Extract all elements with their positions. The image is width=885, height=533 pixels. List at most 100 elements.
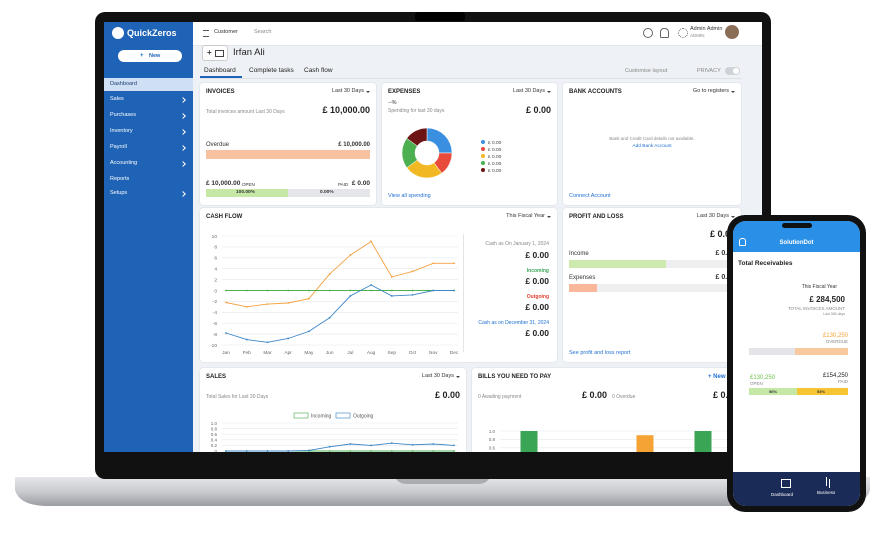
- menu-icon[interactable]: [203, 30, 209, 37]
- period-select[interactable]: This Fiscal Year: [506, 213, 551, 220]
- settings-icon[interactable]: [678, 28, 688, 38]
- point: [390, 289, 393, 292]
- menu-item[interactable]: Reports: [104, 173, 193, 186]
- legend-label: £ 0.00: [488, 161, 502, 167]
- period-select[interactable]: Last 30 Days: [513, 88, 552, 95]
- period-select[interactable]: Last 30 Days: [332, 88, 371, 95]
- period-select[interactable]: This Fiscal Year: [801, 284, 837, 290]
- tab[interactable]: Cash flow: [304, 67, 333, 74]
- overdue-label: 0 Overdue: [612, 394, 636, 400]
- menu-item[interactable]: Payroll: [104, 141, 193, 154]
- menu-item[interactable]: Setups: [104, 187, 193, 200]
- point: [328, 445, 331, 448]
- menu-item[interactable]: Dashboard: [104, 78, 193, 91]
- tab[interactable]: Dashboard: [204, 67, 236, 74]
- y-tick-label: 0: [214, 288, 217, 294]
- dashboard-icon[interactable]: [781, 479, 791, 488]
- bell-icon[interactable]: [739, 238, 746, 246]
- awaiting-amount: £ 0.00: [582, 390, 608, 400]
- point: [328, 289, 331, 292]
- end-amount: £ 0.00: [525, 328, 549, 338]
- incoming-amount: £ 0.00: [525, 276, 549, 286]
- legend-dot: [481, 161, 485, 165]
- point: [308, 297, 310, 300]
- point: [411, 270, 414, 273]
- legend-label: £ 0.00: [488, 140, 502, 146]
- menu-item[interactable]: Purchases: [104, 109, 193, 122]
- topbar: Customer Search Admin Admin ADMIN: [193, 22, 762, 46]
- link[interactable]: See profit and loss report: [569, 350, 631, 356]
- camera-notch: [415, 12, 465, 21]
- add-photo-button[interactable]: +: [202, 45, 228, 61]
- decoration: +: [207, 48, 212, 57]
- paid-amount: £ 0.00: [351, 180, 370, 187]
- customise-layout[interactable]: Customise layout: [625, 68, 668, 74]
- add-bank[interactable]: Add Bank Account: [632, 144, 672, 149]
- phone: SolutionDot Total Receivables This Fisca…: [727, 215, 866, 512]
- cash-flow-chart: 10 8 6 4 2 0 -2 -4 -6 -8 -10 Jan Feb Mar Apr May Jun Jul A…: [210, 234, 459, 356]
- search-scope[interactable]: Customer: [214, 29, 238, 35]
- avatar[interactable]: [725, 25, 739, 39]
- y-tick-label: -8: [213, 332, 218, 338]
- open-amount: £ 10,000.00: [206, 180, 241, 187]
- point: [453, 262, 455, 265]
- phone-nav: Dashboard Business: [733, 472, 860, 506]
- search-input[interactable]: Search: [254, 29, 272, 35]
- expenses-donut: £ 0.00£ 0.00£ 0.00£ 0.00£ 0.00: [401, 127, 502, 179]
- y-tick-label: 1.0: [211, 421, 218, 426]
- logo-icon: [112, 27, 124, 39]
- y-tick-label: 10: [212, 234, 218, 240]
- card-title: BANK ACCOUNTS: [569, 89, 622, 95]
- point: [225, 301, 227, 304]
- menu-label: Dashboard: [110, 81, 137, 87]
- nav-item[interactable]: Business: [817, 490, 836, 495]
- chevron: [180, 113, 186, 119]
- registers-select[interactable]: Go to registers: [693, 88, 736, 95]
- tab-underline: [200, 76, 242, 78]
- sidebar: QuickZeros + New Dashboard Sales Purchases…: [104, 22, 193, 452]
- open-pct: 56%: [769, 389, 778, 394]
- nav-item[interactable]: Dashboard: [771, 492, 794, 497]
- y-tick-label: -6: [213, 321, 218, 327]
- point: [453, 450, 455, 452]
- point: [328, 450, 331, 452]
- new-button[interactable]: + New: [118, 50, 182, 62]
- line: [226, 442, 455, 452]
- help-icon[interactable]: [643, 28, 653, 38]
- link[interactable]: View all spending: [388, 193, 431, 199]
- y-tick-label: 1.0: [489, 429, 496, 434]
- bar: [520, 431, 538, 452]
- period-select[interactable]: Last 30 Days: [422, 373, 461, 380]
- x-tick-label: Apr: [284, 350, 292, 356]
- bell-icon[interactable]: [660, 28, 669, 38]
- menu-item[interactable]: Accounting: [104, 157, 193, 170]
- x-tick-label: Jul: [347, 350, 353, 356]
- menu-item[interactable]: Inventory: [104, 125, 193, 138]
- open-pct: 100.00%: [236, 190, 255, 195]
- tab[interactable]: Complete tasks: [249, 67, 294, 74]
- business-icon[interactable]: [826, 477, 827, 486]
- x-tick-label: Feb: [243, 350, 252, 356]
- card-title: SALES: [206, 374, 227, 380]
- chevron: [180, 145, 186, 151]
- start-label: Cash as On January 1, 2024: [485, 241, 549, 247]
- paid-bar: 53%: [797, 388, 848, 395]
- legend-label: £ 0.00: [488, 154, 502, 160]
- overdue-amount: £ 10,000.00: [338, 142, 370, 148]
- line: [225, 240, 454, 308]
- menu-item[interactable]: Sales: [104, 93, 193, 106]
- point: [287, 302, 290, 304]
- legend-dot: [481, 168, 485, 172]
- new-bill[interactable]: + New bill: [708, 374, 736, 380]
- point: [390, 450, 393, 452]
- connect-account[interactable]: Connect Account: [569, 193, 611, 199]
- point: [245, 450, 248, 452]
- total-amount: £ 0.00: [434, 390, 460, 400]
- page-title: Irfan Ali: [233, 47, 265, 58]
- period-select[interactable]: Last 30 Days: [697, 213, 736, 220]
- open-bar: 56%: [749, 388, 797, 395]
- privacy-toggle[interactable]: [725, 67, 740, 75]
- point: [432, 450, 435, 452]
- total-label: TOTAL INVOICES AMOUNT: [787, 306, 845, 311]
